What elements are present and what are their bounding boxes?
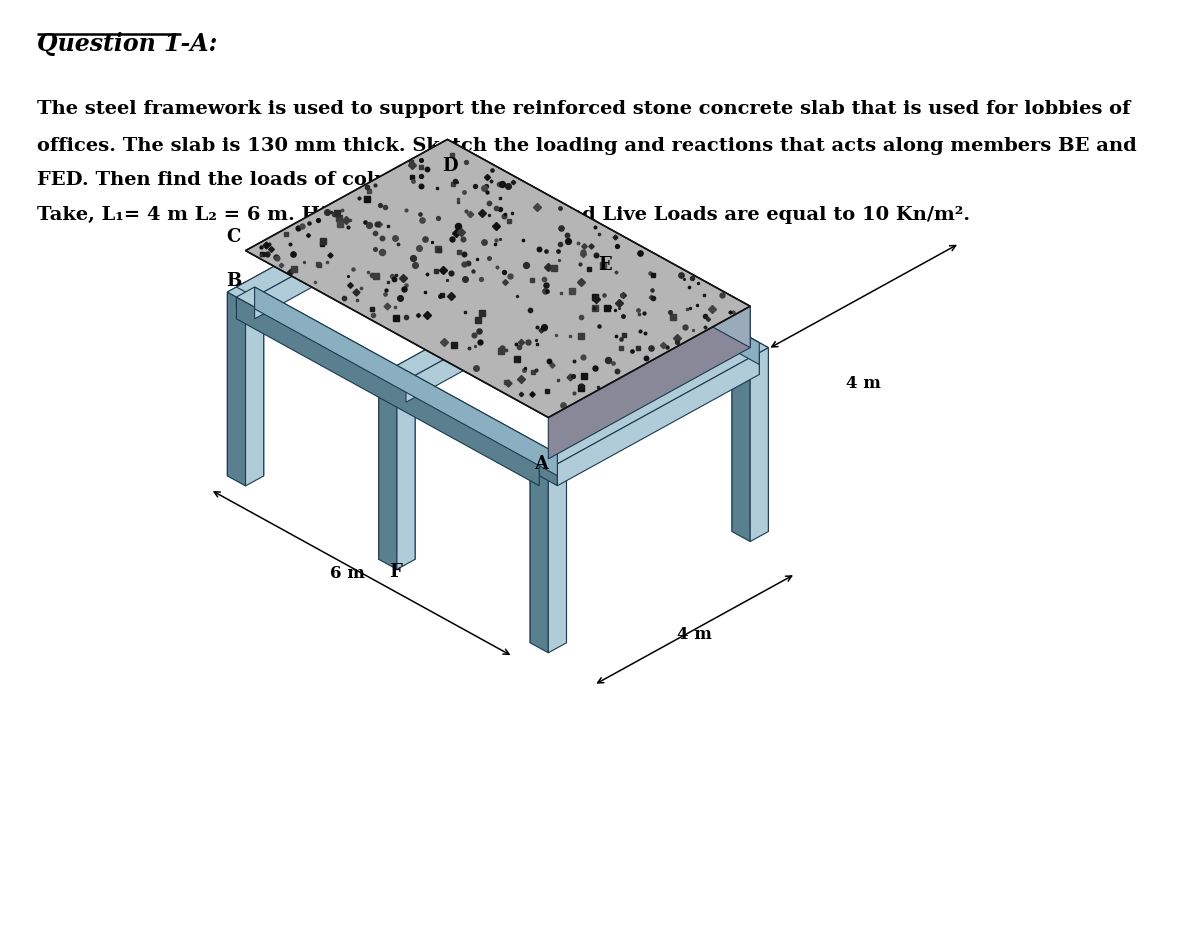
Text: Take, L₁= 4 m L₂ = 6 m. Hint: Take Dead Loads and Live Loads are equal to 10 Kn/: Take, L₁= 4 m L₂ = 6 m. Hint: Take Dead … [37, 206, 970, 223]
Polygon shape [236, 287, 557, 464]
Polygon shape [228, 282, 263, 302]
Polygon shape [397, 375, 415, 569]
Polygon shape [557, 352, 759, 486]
Polygon shape [378, 365, 415, 386]
Text: 4 m: 4 m [846, 375, 881, 392]
Text: FED. Then find the loads of column F.: FED. Then find the loads of column F. [37, 171, 448, 189]
Polygon shape [228, 282, 246, 476]
Polygon shape [388, 260, 589, 392]
Polygon shape [732, 348, 751, 541]
Text: B: B [227, 273, 242, 290]
Polygon shape [429, 171, 447, 364]
Polygon shape [447, 139, 751, 348]
Polygon shape [548, 306, 751, 459]
Polygon shape [732, 337, 751, 531]
Polygon shape [447, 181, 466, 375]
Polygon shape [246, 282, 263, 476]
Polygon shape [548, 459, 567, 653]
Polygon shape [530, 449, 548, 642]
Text: F: F [389, 563, 402, 580]
Text: C: C [227, 228, 241, 247]
Polygon shape [439, 176, 457, 208]
Polygon shape [540, 343, 741, 476]
Text: offices. The slab is 130 mm thick. Sketch the loading and reactions that acts al: offices. The slab is 130 mm thick. Sketc… [37, 137, 1136, 155]
Polygon shape [429, 181, 447, 375]
Polygon shape [457, 176, 759, 364]
Polygon shape [397, 365, 415, 559]
Polygon shape [236, 176, 439, 309]
Polygon shape [530, 449, 567, 469]
Text: The steel framework is used to support the reinforced stone concrete slab that i: The steel framework is used to support t… [37, 100, 1130, 118]
Text: Question 1-A:: Question 1-A: [37, 32, 217, 57]
Polygon shape [378, 365, 397, 559]
Polygon shape [228, 292, 246, 486]
Polygon shape [255, 185, 457, 319]
Polygon shape [732, 337, 769, 358]
Polygon shape [589, 260, 608, 291]
Polygon shape [388, 371, 406, 402]
Polygon shape [246, 292, 263, 486]
Polygon shape [751, 348, 769, 541]
Text: E: E [599, 256, 612, 273]
Polygon shape [429, 171, 466, 191]
Polygon shape [548, 449, 567, 642]
Polygon shape [406, 269, 608, 402]
Text: 4 m: 4 m [677, 626, 712, 642]
Polygon shape [236, 176, 457, 297]
Text: D: D [442, 157, 458, 174]
Text: A: A [534, 455, 548, 474]
Text: 6 m: 6 m [330, 565, 364, 581]
Polygon shape [540, 454, 557, 486]
Polygon shape [540, 343, 759, 464]
Polygon shape [236, 297, 540, 486]
Polygon shape [246, 139, 751, 417]
Polygon shape [447, 171, 466, 364]
Polygon shape [378, 375, 397, 569]
Polygon shape [255, 287, 557, 476]
Polygon shape [530, 459, 548, 653]
Polygon shape [439, 176, 759, 352]
Polygon shape [388, 260, 608, 380]
Polygon shape [741, 343, 759, 375]
Polygon shape [751, 337, 769, 531]
Polygon shape [236, 287, 255, 319]
Polygon shape [439, 185, 741, 375]
